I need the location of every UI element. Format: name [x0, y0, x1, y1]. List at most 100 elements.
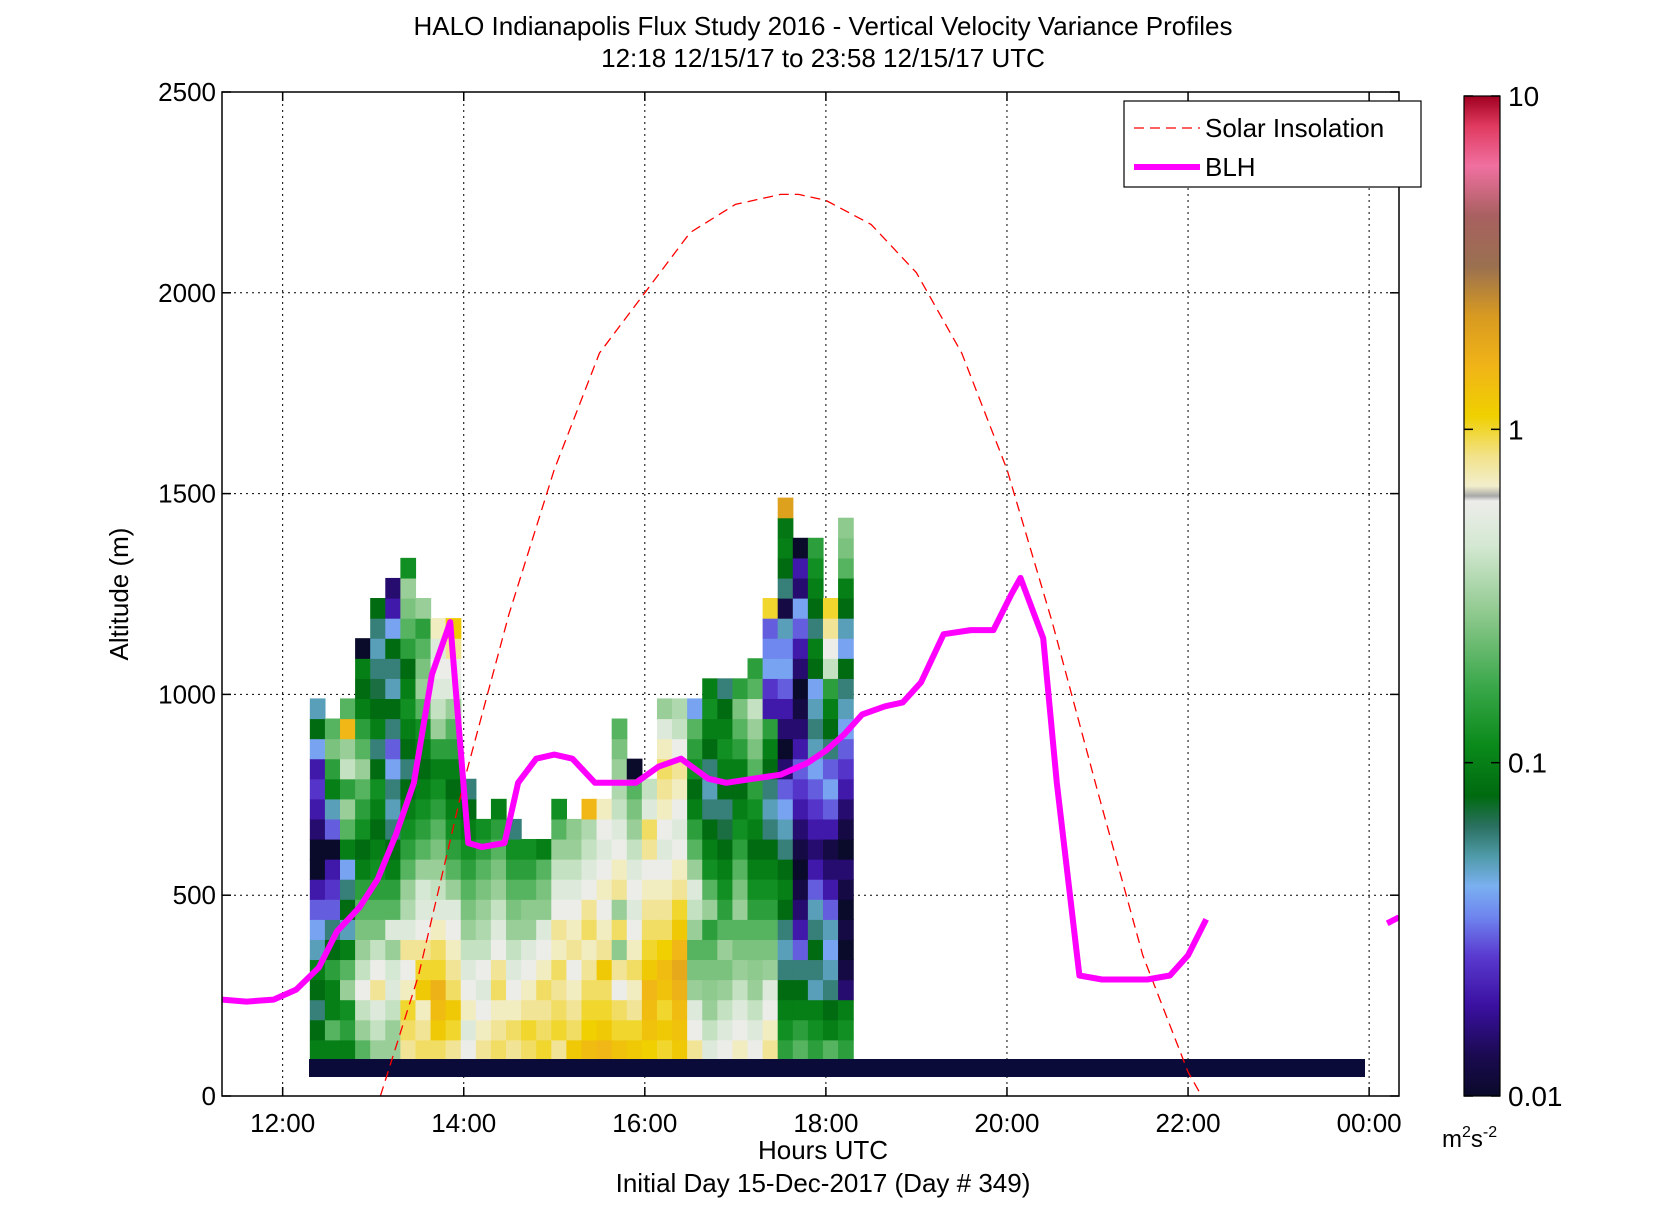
ground-band [309, 1059, 1365, 1077]
heatmap-cell [415, 939, 432, 961]
heatmap-cell [822, 838, 839, 860]
heatmap-cell [430, 999, 447, 1021]
heatmap-cell [340, 979, 356, 1001]
heatmap-cell [400, 678, 417, 700]
heatmap-cell [656, 838, 673, 860]
heatmap-cell [672, 979, 688, 1001]
heatmap-cell [792, 618, 809, 639]
heatmap-cell [490, 818, 507, 840]
heatmap-cell [506, 979, 522, 1001]
heatmap-cell [596, 979, 613, 1001]
heatmap-cell [400, 999, 417, 1021]
heatmap-cell [732, 798, 749, 820]
heatmap-cell [521, 979, 537, 1001]
heatmap-cell [656, 818, 673, 840]
heatmap-cell [611, 1019, 628, 1041]
heatmap-cell [838, 557, 854, 579]
heatmap-cell [460, 919, 477, 940]
heatmap-cell [400, 979, 417, 1001]
heatmap-cell [777, 698, 794, 720]
heatmap-cell [475, 979, 492, 1001]
heatmap-cell [641, 1019, 658, 1041]
heatmap-cell [370, 718, 386, 740]
heatmap-cell [506, 959, 522, 981]
heatmap-cell [490, 1019, 507, 1041]
heatmap-cell [460, 899, 477, 920]
heatmap-cell [490, 959, 507, 981]
heatmap-cell [747, 859, 764, 880]
heatmap-cell [309, 838, 326, 860]
heatmap-cell [415, 778, 432, 800]
heatmap-cell [792, 939, 809, 961]
heatmap-cell [340, 859, 356, 880]
heatmap-cell [777, 537, 794, 559]
heatmap-cell [370, 738, 386, 760]
heatmap-cell [430, 1019, 447, 1041]
heatmap-cell [747, 738, 764, 760]
x-tick-label: 00:00 [1337, 1108, 1402, 1138]
heatmap-cell [309, 1019, 326, 1041]
heatmap-cell [551, 818, 567, 840]
heatmap-cell [309, 919, 326, 940]
heatmap-cell [687, 959, 703, 981]
heatmap-cell [596, 1039, 613, 1061]
heatmap-cell [762, 698, 779, 720]
heatmap-cell [611, 959, 628, 981]
heatmap-cell [626, 999, 643, 1021]
heatmap-cell [611, 838, 628, 860]
heatmap-cell [581, 919, 598, 940]
heatmap-cell [355, 798, 371, 820]
heatmap-cell [340, 698, 356, 720]
legend-box [1123, 100, 1422, 188]
heatmap-cell [340, 1039, 356, 1061]
heatmap-cell [807, 598, 824, 619]
heatmap-cell [687, 999, 703, 1021]
heatmap-cell [641, 959, 658, 981]
heatmap-cell [807, 1019, 824, 1041]
heatmap-cell [400, 758, 417, 780]
heatmap-cell [355, 959, 371, 981]
heatmap-cell [641, 818, 658, 840]
heatmap-cell [732, 1019, 749, 1041]
heatmap-cell [385, 859, 401, 880]
heatmap-cell [732, 758, 749, 780]
heatmap-cell [656, 718, 673, 740]
heatmap-cell [838, 979, 854, 1001]
y-axis-ticks: 0 500 1000 1500 2000 2500 [158, 77, 1399, 1111]
heatmap-cell [717, 939, 734, 961]
heatmap-cell [536, 879, 552, 900]
heatmap-cell [566, 999, 583, 1021]
heatmap-cell [370, 959, 386, 981]
heatmap-cell [309, 718, 326, 740]
heatmap-cell [777, 919, 794, 940]
heatmap-cell [370, 999, 386, 1021]
heatmap-cell [807, 838, 824, 860]
heatmap-cell [641, 838, 658, 860]
heatmap-cell [566, 1039, 583, 1061]
heatmap-cell [536, 959, 552, 981]
heatmap-cell [807, 758, 824, 780]
colorbar-unit: m2s-2 [1442, 1124, 1497, 1153]
heatmap-cell [445, 899, 462, 920]
y-axis-label: Altitude (m) [104, 528, 134, 661]
heatmap-cell [687, 1019, 703, 1041]
heatmap-cell [792, 919, 809, 940]
heatmap-cell [400, 598, 417, 619]
heatmap-cell [415, 818, 432, 840]
heatmap-cell [838, 577, 854, 599]
heatmap-cell [838, 838, 854, 860]
heatmap-cell [430, 738, 447, 760]
heatmap-cell [626, 1019, 643, 1041]
colorbar-unit-base: m [1442, 1126, 1462, 1153]
heatmap-cell [581, 1039, 598, 1061]
y-tick-label: 1000 [158, 679, 216, 709]
heatmap-cell [324, 959, 341, 981]
heatmap-cell [340, 879, 356, 900]
heatmap-cell [490, 1039, 507, 1061]
heatmap-cell [762, 818, 779, 840]
heatmap-cell [460, 979, 477, 1001]
heatmap-cell [430, 798, 447, 820]
heatmap-cell [309, 999, 326, 1021]
x-tick-label: 16:00 [612, 1108, 677, 1138]
heatmap-cell [732, 818, 749, 840]
